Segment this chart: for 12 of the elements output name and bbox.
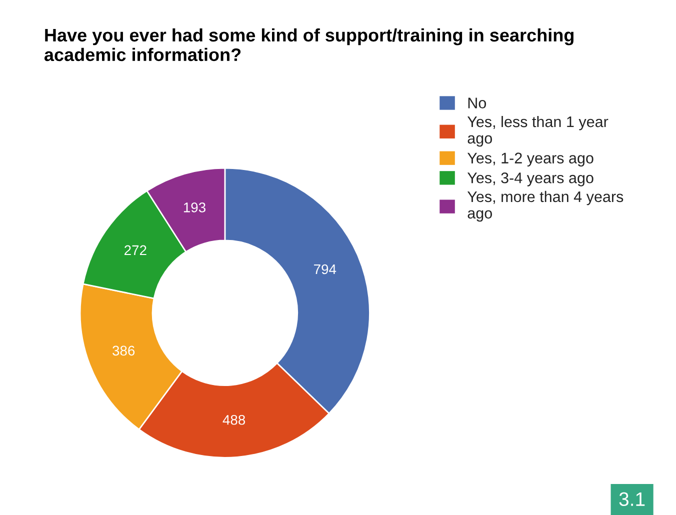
legend-label: Yes, more than 4 years ago (467, 190, 624, 222)
legend-label: Yes, 1-2 years ago (467, 152, 594, 166)
chart-title: Have you ever had some kind of support/training in searching academic information? (44, 28, 574, 62)
legend-label: No (468, 98, 486, 108)
text: 3.1 (619, 492, 645, 506)
data-label: 272 (124, 245, 146, 255)
data-label: 488 (222, 414, 246, 425)
data-label: 794 (314, 264, 336, 274)
legend-label: Yes, less than 1 year ago (467, 116, 608, 147)
data-label: 386 (112, 346, 135, 356)
data-label: 193 (184, 202, 206, 212)
legend-label: Yes, 3-4 years ago (467, 172, 594, 186)
